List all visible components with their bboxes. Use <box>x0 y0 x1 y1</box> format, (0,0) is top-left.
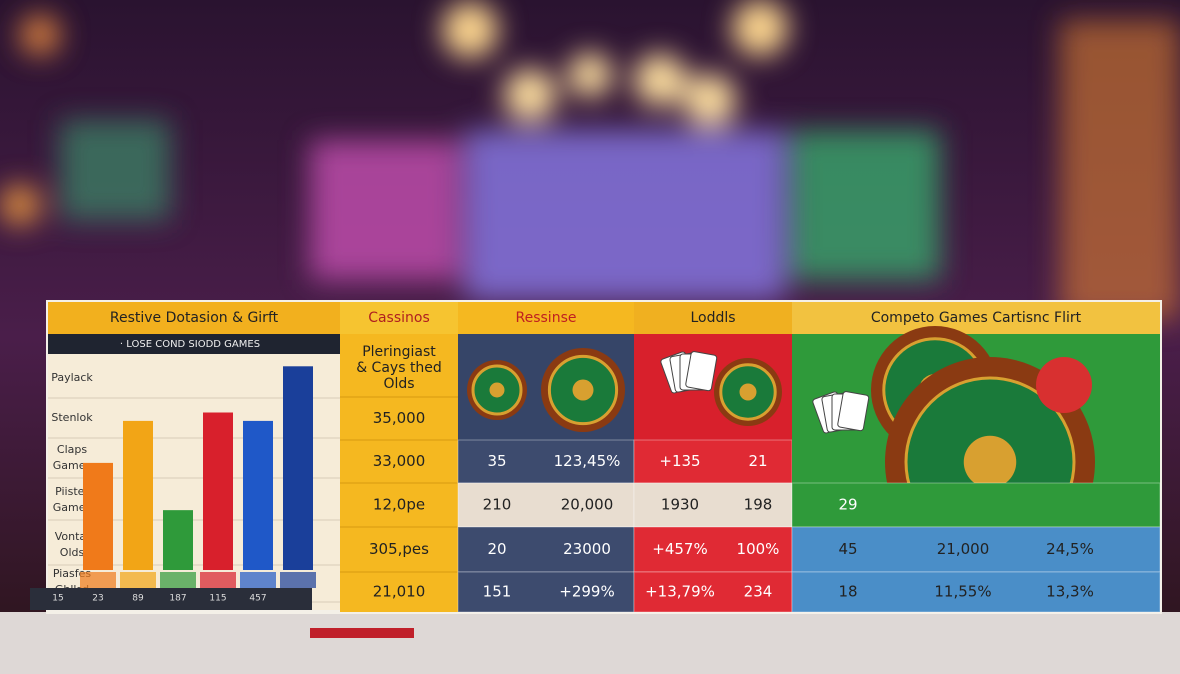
panel-subheader: · LOSE COND SIODD GAMES <box>120 339 260 350</box>
cell-text: +299% <box>559 583 614 601</box>
playing-card <box>837 391 870 432</box>
cell-text: +135 <box>659 452 700 470</box>
row-bg <box>633 439 793 484</box>
cell-text: 11,55% <box>934 583 991 601</box>
cell-text: 12,0pe <box>373 496 425 514</box>
cell-text: 1930 <box>661 496 699 514</box>
row-bg <box>791 571 1161 613</box>
cell-text: +13,79% <box>645 583 715 601</box>
cell-text: 21,000 <box>937 540 990 558</box>
row-label: Vontal Olds <box>55 530 89 559</box>
bar-base <box>280 572 316 588</box>
bar-base <box>240 572 276 588</box>
bar-base <box>160 572 196 588</box>
header <box>458 302 634 334</box>
cell-text: 33,000 <box>373 452 426 470</box>
cell-text: 151 <box>483 583 512 601</box>
row-label: Paylack <box>51 371 93 384</box>
roulette-hub <box>489 382 505 398</box>
roulette-hub <box>739 383 757 401</box>
cell-text: 13,3% <box>1046 583 1094 601</box>
row-label: Piister Games <box>53 485 92 514</box>
row-bg <box>633 482 793 528</box>
cell-text: 198 <box>744 496 773 514</box>
row-label: Stenlok <box>51 411 93 424</box>
x-tick-label: 115 <box>209 594 226 604</box>
cell-text: 305,pes <box>369 540 429 558</box>
cell-text: 21 <box>748 452 767 470</box>
bar-base <box>200 572 236 588</box>
cell-text: 23000 <box>563 540 611 558</box>
panel-header: Loddls <box>690 310 735 326</box>
cell-text: 20,000 <box>561 496 614 514</box>
cell-text: 234 <box>744 583 773 601</box>
table-surface <box>0 612 1180 674</box>
cell-text: 210 <box>483 496 512 514</box>
playing-card <box>685 351 718 392</box>
cell-text: 24,5% <box>1046 540 1094 558</box>
balloon <box>1036 357 1092 413</box>
bar <box>203 412 233 570</box>
axis-strip <box>30 588 312 610</box>
panel-header: Ressinse <box>516 310 577 326</box>
cell-text: 21,010 <box>373 583 426 601</box>
bar <box>283 366 313 570</box>
panel-bg <box>340 302 458 612</box>
panel-header: Competo Games Cartisnc Flirt <box>871 310 1082 326</box>
panel-header: Cassinos <box>368 310 430 326</box>
cell-text: 20 <box>487 540 506 558</box>
cell-text: 18 <box>838 583 857 601</box>
row-label: Claps Games <box>53 443 92 472</box>
cell-text: 45 <box>838 540 857 558</box>
panel-subheader: Pleringiast & Cays thed Olds <box>356 344 442 392</box>
row-bg <box>791 526 1161 573</box>
bar <box>123 420 153 570</box>
roulette-hub <box>963 435 1017 489</box>
x-tick-label: 89 <box>132 594 144 604</box>
cell-text: 35 <box>487 452 506 470</box>
bokeh-lights <box>0 0 1180 320</box>
panel-header: Restive Dotasion & Girft <box>110 310 279 326</box>
header <box>634 302 792 334</box>
cell-text: 29 <box>838 496 857 514</box>
roulette-hub <box>572 379 594 401</box>
row-bg <box>457 526 635 573</box>
cell-text: 35,000 <box>373 409 426 427</box>
x-tick-label: 187 <box>169 594 186 604</box>
x-tick-label: 457 <box>249 594 266 604</box>
header <box>792 302 1160 334</box>
cell-text: 123,45% <box>554 452 621 470</box>
subheader <box>48 334 340 354</box>
bar <box>163 510 193 570</box>
x-tick-label: 23 <box>92 594 103 604</box>
bar <box>243 420 273 570</box>
bar-base <box>120 572 156 588</box>
row-bg <box>791 482 1161 528</box>
header <box>340 302 458 334</box>
row-bg <box>633 526 793 573</box>
cell-text: +457% <box>652 540 707 558</box>
x-tick-label: 15 <box>52 594 63 604</box>
row-bg <box>457 439 635 484</box>
bar <box>83 462 113 570</box>
header <box>48 302 340 334</box>
label-strip <box>310 628 414 638</box>
bar-base <box>80 572 116 588</box>
cell-text: 100% <box>737 540 780 558</box>
